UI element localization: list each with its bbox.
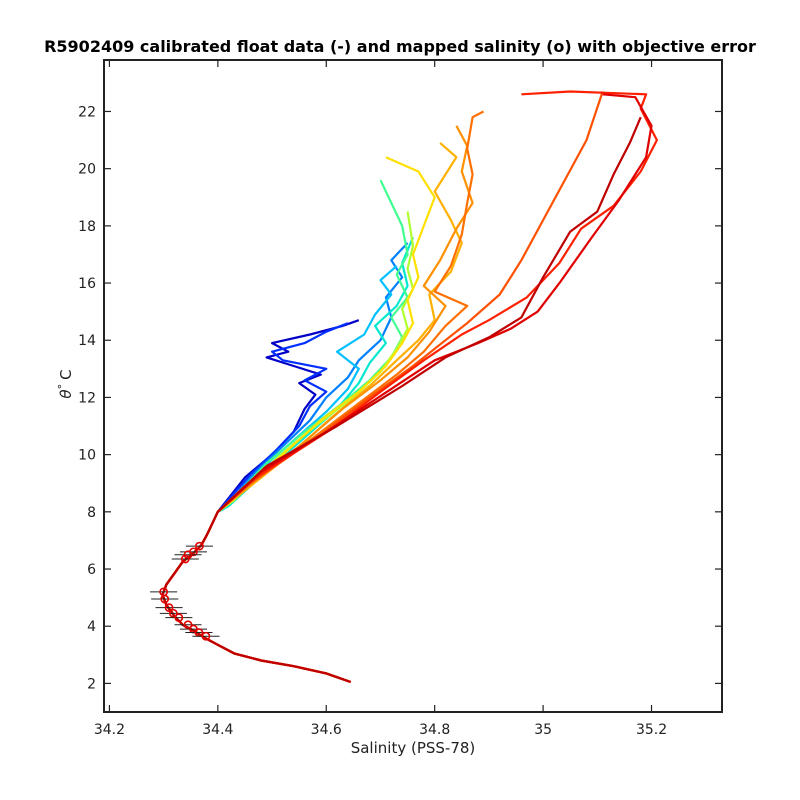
x-tick-label-2: 34.4 — [202, 722, 233, 738]
y-axis-label-degree: ° — [56, 384, 69, 390]
series-line-3 — [161, 242, 409, 684]
series-line-12 — [161, 91, 604, 684]
series-line-14 — [161, 93, 653, 684]
mapped-marker-6 — [160, 594, 170, 604]
mapped-point-1 — [185, 541, 213, 551]
mapped-point-13 — [192, 631, 220, 641]
mapped-marker-4 — [180, 554, 190, 564]
y-tick-label-1: 2 — [87, 676, 96, 692]
mapped-marker-7 — [164, 603, 174, 613]
series-line-9 — [161, 142, 463, 684]
x-tick-label-5: 35 — [534, 722, 552, 738]
x-tick-label-6: 35.2 — [636, 722, 667, 738]
mapped-point-7 — [155, 603, 183, 613]
series-line-15 — [161, 116, 642, 684]
mapped-point-10 — [174, 620, 202, 630]
series-line-1 — [161, 319, 360, 684]
mapped-marker-13 — [201, 631, 211, 641]
y-tick-label-4: 8 — [87, 505, 96, 521]
y-axis-label: θ° C — [56, 369, 75, 398]
plot-area — [150, 90, 659, 684]
mapped-point-4 — [171, 554, 199, 564]
y-tick-label-7: 14 — [78, 333, 96, 349]
y-axis-label-symbol: θ — [57, 389, 75, 398]
y-tick-label-2: 4 — [87, 619, 96, 635]
mapped-marker-8 — [168, 608, 178, 618]
y-tick-label-6: 12 — [78, 390, 96, 406]
mapped-point-9 — [165, 613, 193, 623]
mapped-marker-9 — [174, 613, 184, 623]
series-line-6 — [161, 179, 409, 684]
x-axis: 34.2 34.4 34.6 34.8 35 35.2 — [94, 60, 667, 738]
x-tick-label-4: 34.8 — [419, 722, 450, 738]
series-line-4 — [161, 265, 398, 684]
series-line-5 — [161, 236, 415, 684]
mapped-marker-10 — [183, 620, 193, 630]
y-tick-label-9: 18 — [78, 219, 96, 235]
y-tick-label-10: 20 — [78, 162, 96, 178]
mapped-marker-1 — [195, 541, 204, 551]
y-tick-label-3: 6 — [87, 562, 96, 578]
y-axis-label-unit: C — [57, 369, 75, 379]
y-tick-label-8: 16 — [78, 276, 96, 292]
y-tick-label-11: 22 — [78, 104, 96, 120]
series-line-13 — [161, 90, 659, 684]
x-tick-label-1: 34.2 — [94, 722, 125, 738]
y-tick-label-5: 10 — [78, 448, 96, 464]
x-tick-label-3: 34.6 — [311, 722, 342, 738]
chart-title: R5902409 calibrated float data (-) and m… — [44, 37, 756, 56]
axes-frame — [103, 59, 723, 713]
mapped-point-6 — [151, 594, 179, 604]
x-axis-label: Salinity (PSS-78) — [351, 739, 476, 757]
mapped-point-8 — [159, 608, 187, 618]
series-line-10 — [161, 125, 474, 684]
y-axis: 2 4 6 8 10 12 14 16 18 20 22 — [78, 104, 722, 692]
